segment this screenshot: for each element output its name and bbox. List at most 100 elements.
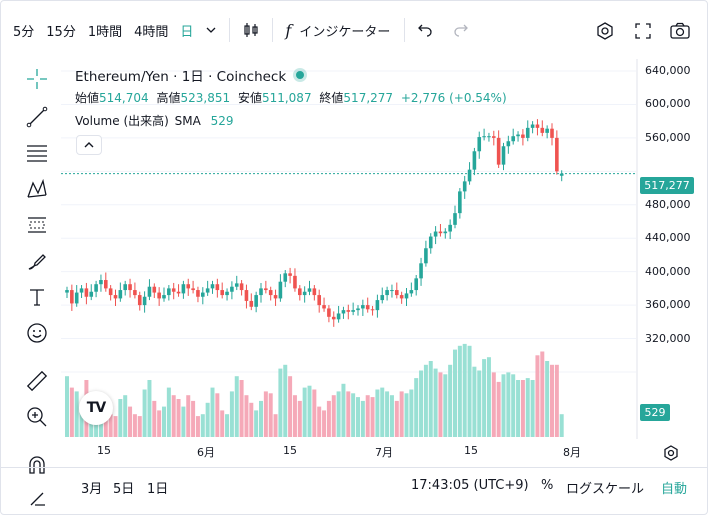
price-chart[interactable] — [61, 59, 641, 439]
volume-bar — [195, 416, 200, 437]
crosshair-icon[interactable] — [23, 65, 51, 93]
candle — [307, 288, 312, 292]
time-tick-label: 7月 — [375, 446, 393, 459]
toolbar-divider — [404, 18, 406, 42]
candle — [487, 136, 491, 138]
volume-bar — [530, 380, 535, 437]
fib-retracement-icon[interactable] — [23, 139, 51, 167]
volume-bar — [166, 387, 171, 437]
undo-icon[interactable] — [417, 23, 433, 37]
candle — [123, 284, 127, 291]
candle — [205, 288, 210, 293]
sma-label: SMA — [174, 114, 201, 128]
interval-1d[interactable]: 日 — [180, 24, 194, 40]
candle — [104, 280, 108, 289]
candle — [521, 134, 525, 138]
candle — [535, 124, 540, 128]
candle — [181, 284, 186, 294]
candle — [167, 288, 171, 296]
settings-icon[interactable] — [593, 19, 617, 43]
fullscreen-icon[interactable] — [631, 19, 655, 43]
volume-bar — [341, 383, 346, 437]
toolbar-divider — [272, 18, 274, 42]
interval-15m[interactable]: 15分 — [46, 24, 76, 40]
auto-scale-toggle[interactable]: 自動 — [661, 482, 688, 497]
volume-bar — [453, 349, 457, 437]
sma-value: 529 — [210, 114, 234, 128]
low-label: 安値 — [237, 91, 262, 105]
lock-drawings-icon[interactable] — [23, 483, 51, 511]
candle — [351, 310, 355, 312]
brush-icon[interactable] — [23, 247, 51, 275]
candle — [147, 286, 152, 297]
volume-bar — [351, 393, 356, 437]
candle — [239, 283, 244, 291]
candle — [559, 173, 564, 176]
interval-4h[interactable]: 4時間 — [134, 24, 169, 40]
interval-1h[interactable]: 1時間 — [87, 24, 123, 40]
candle — [482, 136, 486, 138]
interval-5m[interactable]: 5分 — [13, 24, 35, 40]
range-3m[interactable]: 3月 — [81, 482, 103, 497]
redo-icon[interactable] — [453, 23, 469, 37]
volume-bar — [438, 372, 443, 437]
tradingview-logo-icon[interactable]: TV — [79, 391, 113, 425]
open-label: 始値 — [75, 91, 100, 105]
candle — [65, 290, 69, 293]
candle — [220, 290, 224, 296]
candle — [210, 284, 215, 289]
candle — [113, 295, 118, 299]
close-value: 517,277 — [343, 91, 394, 105]
magnet-icon[interactable] — [23, 451, 51, 479]
collapse-legend-button[interactable] — [76, 135, 102, 155]
log-scale-toggle[interactable]: ログスケール — [566, 482, 645, 497]
text-tool-icon[interactable] — [23, 283, 51, 311]
volume-bar — [394, 400, 399, 437]
candle — [428, 236, 433, 249]
volume-bar — [283, 364, 288, 437]
trendline-icon[interactable] — [23, 103, 51, 131]
volume-bar — [409, 389, 414, 437]
ruler-icon[interactable] — [23, 367, 51, 395]
volume-bar — [506, 372, 511, 437]
volume-bar — [268, 393, 273, 437]
forecast-icon[interactable] — [23, 211, 51, 239]
volume-bar — [191, 400, 196, 437]
open-value: 514,704 — [99, 91, 149, 105]
candle — [477, 137, 482, 152]
candle — [331, 316, 336, 320]
chart-settings-icon[interactable] — [659, 441, 683, 465]
range-5d[interactable]: 5日 — [113, 482, 135, 497]
volume-bar — [457, 345, 462, 437]
emoji-icon[interactable] — [23, 319, 51, 347]
pattern-icon[interactable] — [23, 175, 51, 203]
indicators-label: インジケーター — [299, 24, 391, 40]
volume-bar — [472, 366, 477, 437]
candles-icon[interactable] — [242, 21, 260, 39]
close-label: 終値 — [319, 91, 344, 105]
candle — [322, 305, 326, 309]
range-1d[interactable]: 1日 — [147, 482, 169, 497]
indicators-button[interactable]: f インジケーター — [285, 21, 390, 40]
volume-bar — [356, 397, 360, 437]
volume-bar — [404, 393, 409, 437]
volume-bar — [234, 376, 239, 437]
candle — [84, 288, 89, 297]
clock-time[interactable]: 17:43:05 (UTC+9) — [411, 478, 529, 493]
volume-bar — [525, 378, 530, 437]
candle — [458, 191, 462, 214]
volume-bar — [385, 391, 390, 437]
volume-bar — [123, 395, 128, 437]
chevron-down-icon[interactable] — [205, 24, 217, 36]
candle — [530, 124, 535, 128]
candle — [108, 288, 113, 296]
volume-bar — [137, 416, 142, 437]
zoom-in-icon[interactable] — [23, 403, 51, 431]
percent-toggle[interactable]: % — [541, 478, 554, 493]
candle — [201, 292, 205, 297]
chevron-up-icon — [84, 142, 94, 148]
symbol-title: Ethereum/Yen · 1日 · Coincheck — [75, 69, 287, 85]
camera-icon[interactable] — [668, 19, 692, 43]
candle — [555, 137, 559, 172]
